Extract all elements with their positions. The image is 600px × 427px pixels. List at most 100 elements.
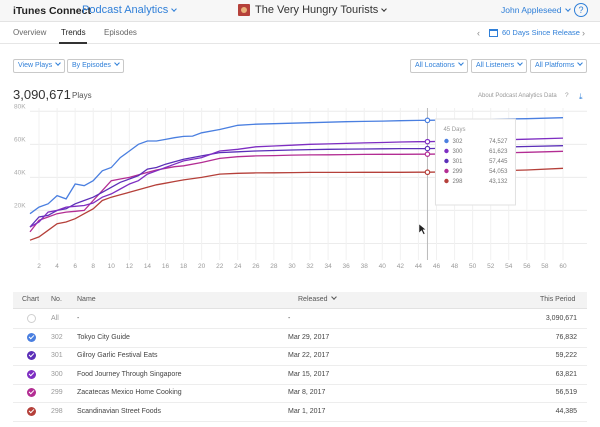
- episode-name: Scandinavian Street Foods: [77, 408, 162, 415]
- column-number[interactable]: No.: [51, 296, 62, 303]
- episode-number: 298: [51, 408, 63, 415]
- date-range-selector[interactable]: 60 Days Since Release: [502, 28, 580, 37]
- hover-point-298: [424, 169, 431, 176]
- table-row[interactable]: 299 Zacatecas Mexico Home Cooking Mar 8, 2…: [13, 384, 587, 404]
- listeners-dropdown[interactable]: All Listeners: [471, 59, 528, 73]
- column-name[interactable]: Name: [77, 296, 96, 303]
- help-button[interactable]: ?: [574, 3, 588, 17]
- about-data-link[interactable]: About Podcast Analytics Data: [478, 93, 557, 99]
- chart-toggle-checkbox[interactable]: [27, 351, 36, 361]
- x-tick-label: 48: [451, 263, 459, 270]
- episode-number: All: [51, 315, 59, 322]
- table-row[interactable]: 300 Food Journey Through Singapore Mar 15,…: [13, 366, 587, 385]
- chart-toggle-checkbox[interactable]: [27, 388, 36, 398]
- period-plays: 44,385: [555, 408, 577, 415]
- column-this-period[interactable]: This Period: [540, 296, 576, 303]
- x-tick-label: 30: [288, 263, 296, 270]
- previous-range-button[interactable]: ‹: [477, 28, 480, 38]
- calendar-icon[interactable]: [489, 29, 498, 37]
- period-plays: 3,090,671: [545, 315, 577, 322]
- series-line-298: [29, 167, 564, 241]
- table-row[interactable]: 301 Gilroy Garlic Festival Eats Mar 22, 20…: [13, 347, 587, 367]
- release-date: Mar 15, 2017: [288, 370, 330, 378]
- download-icon[interactable]: ⤓: [579, 92, 583, 101]
- chevron-down-icon: [55, 60, 61, 66]
- listeners-label: All Listeners: [476, 62, 515, 69]
- x-tick-label: 40: [379, 263, 387, 270]
- x-tick-label: 12: [126, 263, 134, 270]
- chevron-down-icon: [381, 6, 388, 12]
- x-tick-label: 60: [559, 263, 567, 270]
- tooltip-value: 54,053: [489, 169, 508, 175]
- x-tick-label: 44: [415, 263, 423, 270]
- by-episodes-label: By Episodes: [72, 62, 111, 69]
- x-tick-label: 14: [144, 263, 152, 270]
- module-switcher[interactable]: Podcast Analytics: [82, 4, 178, 16]
- column-chart: Chart: [22, 296, 40, 303]
- x-tick-label: 22: [216, 263, 224, 270]
- chart-toggle-checkbox[interactable]: [27, 332, 36, 342]
- chevron-down-icon: [517, 60, 523, 66]
- table-row[interactable]: 302 Tokyo City Guide Mar 29, 2017 76,832: [13, 329, 587, 348]
- x-tick-label: 52: [487, 263, 495, 270]
- x-tick-label: 26: [252, 263, 260, 270]
- release-date: Mar 1, 2017: [288, 408, 326, 415]
- episode-name: Tokyo City Guide: [77, 333, 130, 341]
- tooltip-value: 43,132: [489, 179, 508, 185]
- tab-episodes[interactable]: Episodes: [104, 28, 137, 37]
- series-line-301: [29, 145, 564, 228]
- x-tick-label: 58: [541, 263, 549, 270]
- tab-overview[interactable]: Overview: [13, 28, 47, 37]
- chart-toggle-checkbox[interactable]: [27, 407, 36, 416]
- x-tick-label: 2: [37, 263, 41, 270]
- podcast-title: The Very Hungry Tourists: [255, 4, 379, 16]
- question-icon[interactable]: ?: [565, 92, 569, 99]
- released-label: Released: [298, 296, 328, 303]
- view-plays-label: View Plays: [18, 62, 53, 69]
- tab-trends[interactable]: Trends: [61, 28, 86, 37]
- episode-number: 302: [51, 333, 63, 341]
- tooltip-swatch-301: [444, 158, 449, 164]
- view-plays-dropdown[interactable]: View Plays: [13, 59, 66, 73]
- x-tick-label: 54: [505, 263, 513, 270]
- user-menu[interactable]: John Appleseed: [501, 5, 571, 15]
- x-tick-label: 32: [306, 263, 314, 270]
- table-row[interactable]: All - - 3,090,671: [13, 310, 587, 329]
- period-plays: 59,222: [555, 352, 577, 360]
- tooltip-swatch-298: [444, 178, 449, 184]
- hover-point-300: [424, 138, 431, 145]
- mouse-cursor-icon: [418, 223, 427, 235]
- locations-dropdown[interactable]: All Locations: [410, 59, 468, 73]
- platforms-dropdown[interactable]: All Platforms: [530, 59, 588, 73]
- chevron-down-icon: [114, 60, 120, 66]
- chevron-down-icon: [171, 6, 178, 12]
- chart-toggle-checkbox[interactable]: [27, 369, 36, 379]
- table-row[interactable]: 298 Scandinavian Street Foods Mar 1, 2017 4…: [13, 403, 587, 422]
- release-date: Mar 22, 2017: [288, 352, 330, 360]
- podcast-artwork: [238, 4, 250, 16]
- by-episodes-dropdown[interactable]: By Episodes: [67, 59, 124, 73]
- column-released[interactable]: Released: [298, 294, 337, 303]
- episode-name: -: [77, 315, 80, 322]
- module-label: Podcast Analytics: [82, 4, 169, 16]
- release-date: Mar 8, 2017: [288, 389, 326, 397]
- episode-name: Food Journey Through Singapore: [77, 370, 182, 378]
- x-tick-label: 28: [270, 263, 278, 270]
- tooltip-episode: 300: [452, 149, 463, 155]
- podcast-switcher[interactable]: The Very Hungry Tourists: [255, 4, 388, 16]
- chevron-down-icon: [457, 60, 464, 66]
- hover-point-301: [424, 145, 431, 152]
- tooltip-box: [434, 118, 516, 206]
- hover-point-302: [424, 117, 431, 124]
- chart-toggle-checkbox[interactable]: [27, 314, 36, 323]
- next-range-button[interactable]: ›: [582, 28, 585, 38]
- y-tick-label: 20K: [14, 202, 26, 209]
- chevron-down-icon: [330, 294, 337, 300]
- series-line-299: [29, 150, 564, 233]
- total-plays-value: 3,090,671: [13, 87, 71, 102]
- tooltip-episode: 301: [452, 159, 463, 165]
- episode-name: Zacatecas Mexico Home Cooking: [77, 389, 182, 397]
- y-tick-label: 60K: [14, 136, 26, 143]
- x-tick-label: 56: [523, 263, 531, 270]
